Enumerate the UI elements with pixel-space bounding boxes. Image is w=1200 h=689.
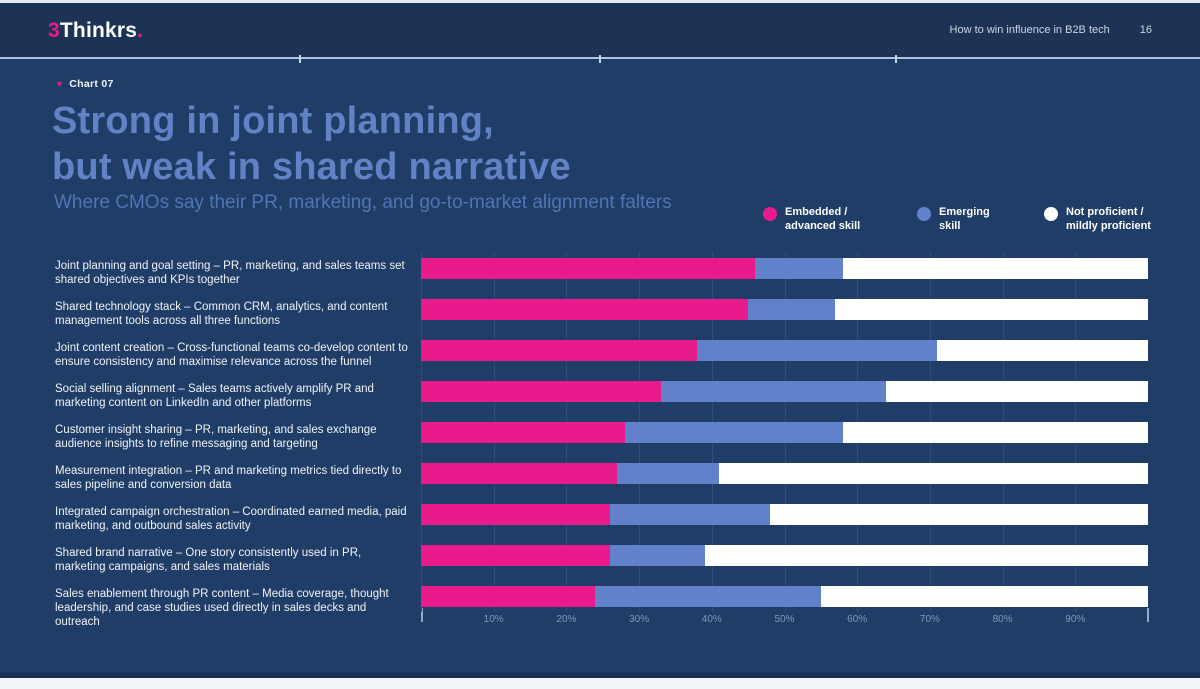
chart-row: Joint content creation – Cross-functiona… — [0, 340, 1200, 381]
stacked-bar — [421, 545, 1148, 566]
stacked-bar — [421, 381, 1148, 402]
bar-segment — [820, 586, 1148, 607]
chart-row: Sales enablement through PR content – Me… — [0, 586, 1200, 628]
logo-prefix: 3 — [48, 19, 60, 42]
chart-row: Social selling alignment – Sales teams a… — [0, 381, 1200, 422]
bar-segment — [421, 299, 749, 320]
legend-label-embedded: Embedded / advanced skill — [785, 206, 861, 232]
stacked-bar — [421, 299, 1148, 320]
chart-number-text: Chart 07 — [69, 78, 114, 90]
divider-notch — [895, 55, 897, 63]
chart-rows: Joint planning and goal setting – PR, ma… — [0, 258, 1200, 628]
logo-suffix: . — [137, 19, 144, 42]
legend-item-emerging: Emerging skill — [917, 205, 990, 233]
logo-name: Thinkrs — [59, 19, 138, 42]
category-label: Social selling alignment – Sales teams a… — [55, 383, 374, 409]
bar-segment — [769, 504, 1148, 525]
stacked-bar — [421, 504, 1148, 525]
page-title: Strong in joint planning, but weak in sh… — [52, 98, 571, 190]
bottom-edge-strip — [0, 678, 1200, 689]
bar-segment — [617, 463, 720, 484]
axis-tick-label: 90% — [1065, 614, 1086, 625]
category-label: Measurement integration – PR and marketi… — [55, 465, 402, 491]
stacked-bar — [421, 340, 1148, 361]
category-label: Sales enablement through PR content – Me… — [55, 588, 389, 628]
legend-dot-embedded — [763, 207, 777, 221]
axis-tick-0 — [421, 608, 423, 622]
bar-segment — [624, 422, 843, 443]
legend-label-not-proficient: Not proficient / mildly proficient — [1066, 206, 1151, 232]
legend-label-emerging: Emerging skill — [939, 206, 990, 232]
x-axis: 10% 20% 30% 40% 50% 60% 70% 80% 90% — [421, 614, 1148, 630]
top-edge-strip — [0, 0, 1200, 3]
bar-segment — [886, 381, 1148, 402]
bar-segment — [421, 422, 625, 443]
axis-tick-label: 50% — [774, 614, 795, 625]
category-label: Joint planning and goal setting – PR, ma… — [55, 260, 405, 286]
brand-logo: 3Thinkrs. — [48, 19, 143, 43]
bar-segment — [660, 381, 887, 402]
bar-segment — [421, 381, 661, 402]
chart-row: Customer insight sharing – PR, marketing… — [0, 422, 1200, 463]
stacked-bar — [421, 422, 1148, 443]
bar-segment — [719, 463, 1148, 484]
axis-tick-label: 40% — [701, 614, 722, 625]
bar-segment — [835, 299, 1148, 320]
bottom-edge-line — [0, 672, 1200, 678]
legend-dot-not-proficient — [1044, 207, 1058, 221]
bar-segment — [697, 340, 938, 361]
chart-row: Joint planning and goal setting – PR, ma… — [0, 258, 1200, 299]
legend-item-not-proficient: Not proficient / mildly proficient — [1044, 205, 1151, 233]
divider-notch — [599, 55, 601, 63]
divider-notch — [299, 55, 301, 63]
chart-row: Shared technology stack – Common CRM, an… — [0, 299, 1200, 340]
chart-row: Measurement integration – PR and marketi… — [0, 463, 1200, 504]
category-label: Integrated campaign orchestration – Coor… — [55, 506, 407, 532]
legend-item-embedded: Embedded / advanced skill — [763, 205, 860, 233]
title-line-1: Strong in joint planning, — [52, 100, 494, 142]
document-title: How to win influence in B2B tech — [949, 24, 1110, 36]
bar-segment — [704, 545, 1148, 566]
bar-segment — [421, 463, 618, 484]
stacked-bar — [421, 258, 1148, 279]
bar-segment — [421, 504, 611, 525]
header-bar: 3Thinkrs. How to win influence in B2B te… — [0, 3, 1200, 57]
axis-tick-label: 60% — [847, 614, 868, 625]
category-label: Customer insight sharing – PR, marketing… — [55, 424, 377, 450]
axis-tick-label: 20% — [556, 614, 577, 625]
legend-dot-emerging — [917, 207, 931, 221]
chart-number-label: ▼ Chart 07 — [55, 78, 114, 90]
stacked-bar — [421, 463, 1148, 484]
title-line-2: but weak in shared narrative — [52, 146, 571, 188]
axis-tick-label: 30% — [629, 614, 650, 625]
category-label: Shared brand narrative – One story consi… — [55, 547, 362, 573]
bar-segment — [748, 299, 836, 320]
chart-row: Shared brand narrative – One story consi… — [0, 545, 1200, 586]
bar-segment — [842, 422, 1148, 443]
bar-segment — [421, 258, 756, 279]
category-label: Shared technology stack – Common CRM, an… — [55, 301, 388, 327]
page-number: 16 — [1139, 24, 1152, 36]
bar-segment — [421, 545, 611, 566]
axis-tick-label: 80% — [992, 614, 1013, 625]
chart-row: Integrated campaign orchestration – Coor… — [0, 504, 1200, 545]
axis-tick-100 — [1147, 608, 1149, 622]
stacked-bar — [421, 586, 1148, 607]
axis-tick-label: 10% — [483, 614, 504, 625]
bar-segment — [842, 258, 1148, 279]
bar-segment — [595, 586, 821, 607]
category-label: Joint content creation – Cross-functiona… — [55, 342, 408, 368]
bar-segment — [755, 258, 843, 279]
page-subtitle: Where CMOs say their PR, marketing, and … — [54, 192, 672, 213]
bar-segment — [421, 340, 698, 361]
axis-tick-label: 70% — [919, 614, 940, 625]
bar-segment — [937, 340, 1148, 361]
header-meta: How to win influence in B2B tech 16 — [950, 3, 1152, 57]
bar-segment — [610, 504, 770, 525]
bar-segment — [610, 545, 705, 566]
triangle-down-icon: ▼ — [55, 78, 65, 89]
bar-segment — [421, 586, 596, 607]
